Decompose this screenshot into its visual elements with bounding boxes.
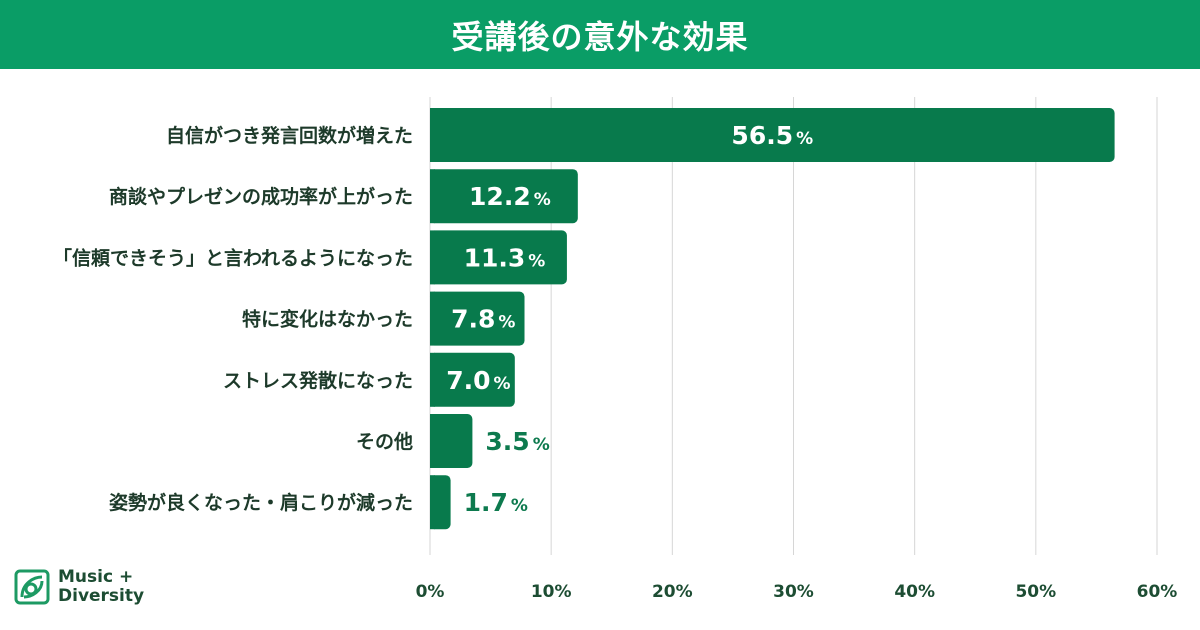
bar-left-edge [430, 230, 435, 285]
bar-left-edge [430, 291, 435, 346]
x-tick-label: 20% [652, 582, 693, 602]
bar [430, 169, 578, 224]
x-tick-label: 30% [773, 582, 814, 602]
bar [430, 352, 515, 407]
category-label: 自信がつき発言回数が増えた [166, 124, 413, 147]
bar [430, 108, 1115, 162]
chart-header: 受講後の意外な効果 [0, 0, 1200, 69]
bar-left-edge [430, 169, 435, 224]
bar-value-label: 11.3% [464, 243, 546, 272]
category-label: 商談やプレゼンの成功率が上がった [109, 185, 413, 208]
category-label: ストレス発散になった [223, 369, 413, 392]
bar-chart: 0% 10% 20% 30% 40% 50% 60% 自信がつき発言回数が増えた 56.5 % 商談… [53, 97, 1178, 602]
bar-value-label: 56.5% [731, 121, 813, 150]
x-tick-label: 10% [531, 582, 572, 602]
x-tick-label: 40% [894, 582, 935, 602]
category-label: 姿勢が良くなった・肩こりが減った [109, 491, 413, 514]
bar-left-edge [430, 352, 435, 407]
bar-left-edge [430, 108, 435, 162]
bar [430, 291, 525, 346]
bar-value-label: 3.5% [485, 427, 549, 456]
bar-value-label: 7.8% [451, 305, 515, 334]
bar [430, 475, 451, 530]
bar [430, 414, 473, 468]
music-diversity-logo-icon [14, 569, 50, 605]
category-label: 「信頼できそう」と言われるようになった [53, 246, 413, 269]
bar-value-label: 12.2% [469, 182, 551, 211]
bar-left-edge [430, 414, 435, 468]
category-label: その他 [356, 430, 413, 453]
bar-left-edge [430, 475, 435, 530]
brand-logo: Music + Diversity [14, 568, 144, 606]
bar [430, 230, 567, 285]
bar-value-label: 1.7% [464, 488, 528, 517]
brand-line-2: Diversity [58, 586, 145, 606]
category-label: 特に変化はなかった [242, 308, 413, 331]
chart-title: 受講後の意外な効果 [451, 17, 749, 56]
x-tick-label: 60% [1137, 582, 1178, 602]
x-tick-label: 50% [1015, 582, 1056, 602]
brand-line-1: Music + [58, 567, 134, 587]
x-tick-label: 0% [416, 582, 445, 602]
bar-value-label: 7.0% [446, 366, 510, 395]
